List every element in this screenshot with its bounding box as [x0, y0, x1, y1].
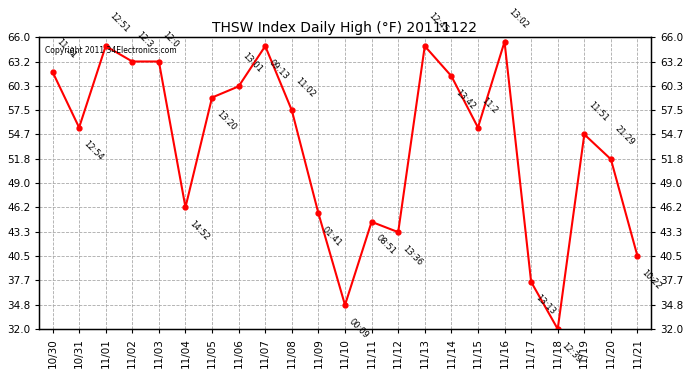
Text: 12:54: 12:54 [81, 139, 104, 162]
Text: 11:51: 11:51 [586, 100, 609, 123]
Text: 12:39: 12:39 [560, 341, 583, 364]
Text: 12:3: 12:3 [135, 30, 154, 50]
Text: 21:29: 21:29 [613, 124, 636, 148]
Text: Copyright 2011 34Electronics.com: Copyright 2011 34Electronics.com [46, 46, 177, 55]
Text: 01:41: 01:41 [321, 225, 344, 248]
Text: 09:13: 09:13 [267, 58, 290, 81]
Text: 11:31: 11:31 [55, 37, 78, 60]
Text: 13:13: 13:13 [533, 294, 557, 317]
Text: 13:20: 13:20 [214, 109, 237, 132]
Text: 13:01: 13:01 [241, 51, 264, 75]
Text: 14:52: 14:52 [188, 219, 210, 242]
Text: 13:02: 13:02 [506, 7, 530, 30]
Text: 12:51: 12:51 [108, 11, 131, 34]
Text: 08:51: 08:51 [374, 234, 397, 257]
Text: 13:36: 13:36 [400, 244, 424, 267]
Text: 12:45: 12:45 [427, 11, 450, 34]
Text: 11:02: 11:02 [294, 75, 317, 99]
Text: 00:09: 00:09 [347, 316, 371, 340]
Text: 10:22: 10:22 [640, 268, 663, 291]
Text: 12:0: 12:0 [161, 30, 181, 50]
Text: 13:42: 13:42 [453, 88, 477, 111]
Text: 11:2: 11:2 [480, 96, 500, 116]
Title: THSW Index Daily High (°F) 20111122: THSW Index Daily High (°F) 20111122 [213, 21, 477, 35]
